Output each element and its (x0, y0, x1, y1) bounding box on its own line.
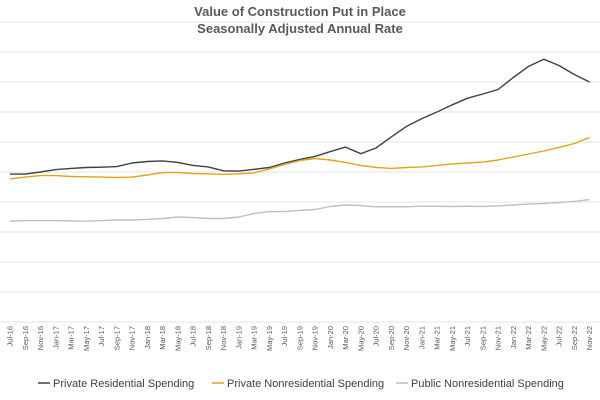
x-tick-label: May-21 (448, 326, 457, 351)
x-tick-label: Nov-22 (585, 326, 594, 350)
series-line-private-nonresidential-spending (9, 136, 590, 180)
chart-title: Value of Construction Put in Place (194, 4, 406, 19)
x-tick-label: May-19 (265, 326, 274, 351)
x-tick-label: Nov-18 (219, 326, 228, 350)
x-tick-label: Jul-16 (6, 326, 15, 346)
x-tick-label: Sep-18 (204, 326, 213, 350)
x-tick-label: May-22 (539, 326, 548, 351)
x-tick-label: Sep-17 (112, 326, 121, 350)
x-tick-label: Mar-21 (433, 326, 442, 350)
series-lines (9, 58, 590, 222)
legend-label: Public Nonresidential Spending (411, 378, 564, 390)
x-tick-label: Jul-21 (463, 326, 472, 346)
chart-title-group: Value of Construction Put in Place Seaso… (194, 4, 406, 36)
legend-item: Private Nonresidential Spending (212, 378, 384, 390)
x-tick-label: Jan-21 (417, 326, 426, 349)
x-tick-label: Jul-22 (555, 326, 564, 346)
x-tick-label: Nov-21 (494, 326, 503, 350)
x-tick-label: Jul-19 (280, 326, 289, 346)
x-tick-label: Nov-19 (311, 326, 320, 350)
x-tick-label: Jul-17 (97, 326, 106, 346)
x-tick-label: Sep-21 (478, 326, 487, 350)
x-tick-label: Mar-18 (158, 326, 167, 350)
legend-item: Private Residential Spending (38, 378, 194, 390)
x-tick-label: Jan-22 (509, 326, 518, 349)
x-tick-label: Sep-16 (21, 326, 30, 350)
x-tick-label: Jul-18 (189, 326, 198, 346)
legend-label: Private Residential Spending (53, 378, 194, 390)
x-tick-label: Jan-19 (234, 326, 243, 349)
x-tick-label: Nov-16 (36, 326, 45, 350)
x-tick-label: Mar-20 (341, 326, 350, 350)
x-tick-label: Mar-19 (250, 326, 259, 350)
x-tick-label: Jan-18 (143, 326, 152, 349)
chart-subtitle: Seasonally Adjusted Annual Rate (197, 21, 403, 36)
x-tick-label: Jul-20 (372, 326, 381, 346)
x-tick-label: Mar-17 (67, 326, 76, 350)
x-tick-label: Jan-20 (326, 326, 335, 349)
x-tick-label: Jan-17 (51, 326, 60, 349)
x-tick-label: Sep-20 (387, 326, 396, 350)
series-line-public-nonresidential-spending (9, 198, 590, 222)
legend-item: Public Nonresidential Spending (396, 378, 564, 390)
x-tick-label: May-20 (356, 326, 365, 351)
x-tick-label: Sep-19 (295, 326, 304, 350)
legend: Private Residential Spending Private Nonr… (38, 378, 564, 390)
x-tick-label: Nov-20 (402, 326, 411, 350)
x-tick-label: Sep-22 (570, 326, 579, 350)
x-tick-label: Mar-22 (524, 326, 533, 350)
x-axis-tick-labels: Jul-16 Sep-16 Nov-16 Jan-17 Mar-17 May-17 Jul-… (6, 326, 595, 351)
legend-label: Private Nonresidential Spending (227, 378, 384, 390)
x-tick-label: May-17 (82, 326, 91, 351)
series-line-private-residential-spending (10, 58, 590, 175)
gridlines (0, 21, 600, 323)
x-tick-label: Nov-17 (128, 326, 137, 350)
x-tick-label: May-18 (173, 326, 182, 351)
